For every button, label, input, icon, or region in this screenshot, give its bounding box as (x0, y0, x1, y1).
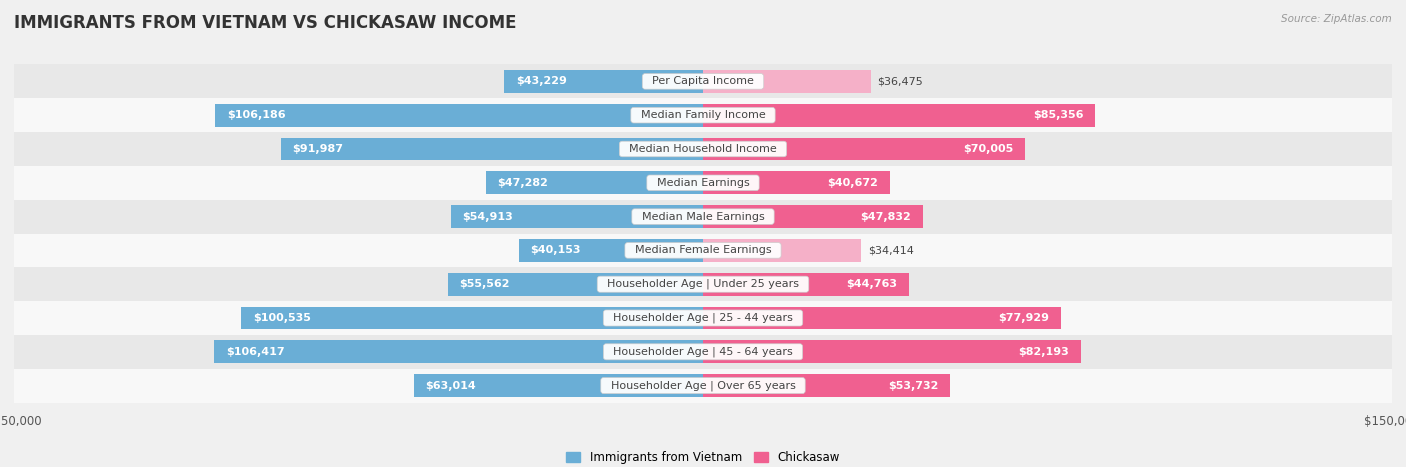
Text: $36,475: $36,475 (877, 77, 924, 86)
Text: Per Capita Income: Per Capita Income (645, 77, 761, 86)
Bar (703, 205, 922, 228)
Bar (519, 239, 703, 262)
Bar (703, 340, 1080, 363)
Bar (14, 369, 1392, 403)
Text: $43,229: $43,229 (516, 77, 567, 86)
Bar (703, 374, 950, 397)
Bar (14, 166, 1392, 200)
Text: $106,417: $106,417 (226, 347, 284, 357)
Bar (703, 306, 1062, 330)
Text: Source: ZipAtlas.com: Source: ZipAtlas.com (1281, 14, 1392, 24)
Bar (703, 104, 1095, 127)
Text: $82,193: $82,193 (1018, 347, 1069, 357)
Text: Householder Age | Over 65 years: Householder Age | Over 65 years (603, 380, 803, 391)
Text: $91,987: $91,987 (292, 144, 343, 154)
Text: Median Female Earnings: Median Female Earnings (627, 245, 779, 255)
Text: $55,562: $55,562 (460, 279, 510, 289)
Bar (486, 171, 703, 194)
Bar (14, 64, 1392, 98)
Bar (413, 374, 703, 397)
Bar (14, 234, 1392, 267)
Text: $44,763: $44,763 (846, 279, 897, 289)
Bar (451, 205, 703, 228)
Text: Householder Age | Under 25 years: Householder Age | Under 25 years (600, 279, 806, 290)
Text: $54,913: $54,913 (463, 212, 513, 222)
Text: Median Earnings: Median Earnings (650, 178, 756, 188)
Legend: Immigrants from Vietnam, Chickasaw: Immigrants from Vietnam, Chickasaw (561, 446, 845, 467)
Text: Median Male Earnings: Median Male Earnings (634, 212, 772, 222)
Text: IMMIGRANTS FROM VIETNAM VS CHICKASAW INCOME: IMMIGRANTS FROM VIETNAM VS CHICKASAW INC… (14, 14, 516, 32)
Bar (14, 335, 1392, 369)
Text: Median Family Income: Median Family Income (634, 110, 772, 120)
Bar (214, 340, 703, 363)
Text: $70,005: $70,005 (963, 144, 1014, 154)
Bar (703, 273, 908, 296)
Text: $47,282: $47,282 (498, 178, 548, 188)
Text: $53,732: $53,732 (889, 381, 938, 390)
Text: Householder Age | 45 - 64 years: Householder Age | 45 - 64 years (606, 347, 800, 357)
Bar (215, 104, 703, 127)
Text: $40,672: $40,672 (828, 178, 879, 188)
Bar (14, 267, 1392, 301)
Bar (505, 70, 703, 93)
Text: $63,014: $63,014 (425, 381, 475, 390)
Bar (281, 137, 703, 161)
Text: $34,414: $34,414 (868, 245, 914, 255)
Text: Median Household Income: Median Household Income (621, 144, 785, 154)
Bar (14, 301, 1392, 335)
Text: $40,153: $40,153 (530, 245, 581, 255)
Text: $85,356: $85,356 (1033, 110, 1084, 120)
Bar (14, 200, 1392, 234)
Bar (703, 239, 860, 262)
Text: $77,929: $77,929 (998, 313, 1049, 323)
Bar (703, 137, 1025, 161)
Text: $106,186: $106,186 (226, 110, 285, 120)
Bar (14, 132, 1392, 166)
Bar (242, 306, 703, 330)
Text: Householder Age | 25 - 44 years: Householder Age | 25 - 44 years (606, 313, 800, 323)
Bar (447, 273, 703, 296)
Bar (703, 171, 890, 194)
Bar (703, 70, 870, 93)
Text: $47,832: $47,832 (860, 212, 911, 222)
Text: $100,535: $100,535 (253, 313, 311, 323)
Bar (14, 98, 1392, 132)
